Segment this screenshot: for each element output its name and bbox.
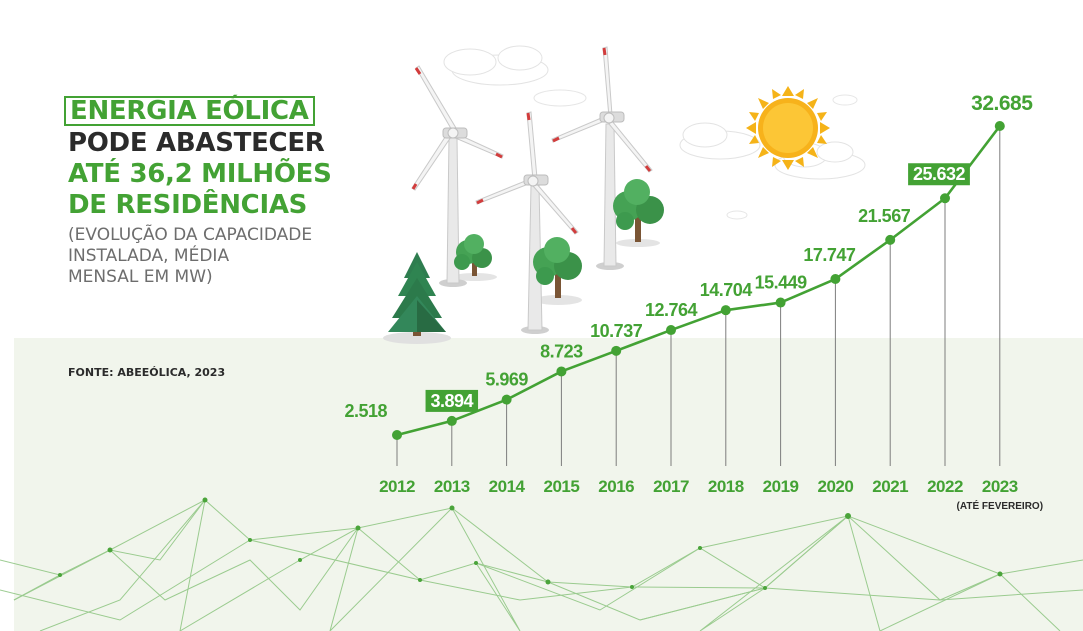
headline-line-2: PODE ABASTECER xyxy=(68,128,325,158)
x-tick-label: 2020 xyxy=(817,477,853,496)
data-point xyxy=(940,193,950,204)
data-point xyxy=(775,297,786,308)
subtitle-line-3: MENSAL EM MW) xyxy=(68,267,213,287)
x-tick-label: 2016 xyxy=(598,477,634,496)
data-point xyxy=(556,366,567,377)
data-point xyxy=(392,430,402,440)
subtitle: (EVOLUÇÃO DA CAPACIDADE INSTALADA, MÉDIA… xyxy=(68,225,358,288)
sun-icon xyxy=(746,86,830,170)
wind-turbine-icon xyxy=(411,65,504,287)
shadow xyxy=(453,273,497,281)
value-label: 17.747 xyxy=(803,245,856,265)
x-tick-label: 2013 xyxy=(434,477,470,496)
tree-icon xyxy=(454,234,492,276)
data-point xyxy=(446,415,457,426)
cloud-icon xyxy=(443,45,549,86)
value-label: 10.737 xyxy=(590,321,643,341)
cloud-icon xyxy=(679,122,761,160)
x-tick-label: 2023 xyxy=(982,477,1018,496)
cloud-icon xyxy=(533,89,587,107)
subtitle-line-1: (EVOLUÇÃO DA CAPACIDADE xyxy=(68,225,313,245)
value-label: 5.969 xyxy=(485,370,528,390)
x-tick-label: 2018 xyxy=(708,477,744,496)
value-label: 12.764 xyxy=(645,300,698,320)
data-point xyxy=(994,121,1005,131)
data-point xyxy=(720,305,731,316)
data-point xyxy=(611,345,622,356)
headline-line-3: ATÉ 36,2 MILHÕES xyxy=(68,159,332,189)
subtitle-line-2: INSTALADA, MÉDIA xyxy=(68,246,230,266)
x-tick-label: 2021 xyxy=(872,477,908,496)
tree-icon xyxy=(613,179,664,242)
headline-line-1: ENERGIA EÓLICA xyxy=(64,96,315,126)
headline: ENERGIA EÓLICA PODE ABASTECER ATÉ 36,2 M… xyxy=(64,96,358,288)
x-tick-label: 2022 xyxy=(927,477,963,496)
highlight-badge xyxy=(425,389,479,412)
value-label: 2.518 xyxy=(344,401,387,421)
value-label: 21.567 xyxy=(858,206,911,226)
value-label: 8.723 xyxy=(540,341,583,361)
x-tick-label: 2019 xyxy=(763,477,799,496)
data-point xyxy=(666,325,676,336)
wind-turbine-icon xyxy=(551,46,653,270)
value-label: 25.632 xyxy=(913,164,966,184)
pine-tree-icon xyxy=(388,252,446,336)
data-point xyxy=(885,234,896,245)
x-tick-label: 2012 xyxy=(379,477,415,496)
x-tick-label: 2015 xyxy=(543,477,579,496)
tree-icon xyxy=(533,237,582,298)
value-label: 15.449 xyxy=(755,273,808,293)
value-label: 32.685 xyxy=(971,92,1033,115)
data-point xyxy=(830,274,841,285)
shadow xyxy=(616,239,660,247)
value-label: 3.894 xyxy=(431,391,474,411)
cloud-icon xyxy=(726,94,858,220)
shadow xyxy=(534,295,582,305)
shadow xyxy=(383,332,451,344)
x-tick-note: (ATÉ FEVEREIRO) xyxy=(957,499,1043,512)
highlight-badge xyxy=(908,163,970,186)
network-nodes xyxy=(58,497,1003,590)
data-point xyxy=(501,394,512,405)
x-tick-label: 2017 xyxy=(653,477,689,496)
x-tick-label: 2014 xyxy=(489,477,526,496)
headline-line-4: DE RESIDÊNCIAS xyxy=(68,190,308,220)
source-note: FONTE: ABEEÓLICA, 2023 xyxy=(68,366,226,379)
value-label: 14.704 xyxy=(700,280,753,300)
series-line xyxy=(396,125,1001,437)
